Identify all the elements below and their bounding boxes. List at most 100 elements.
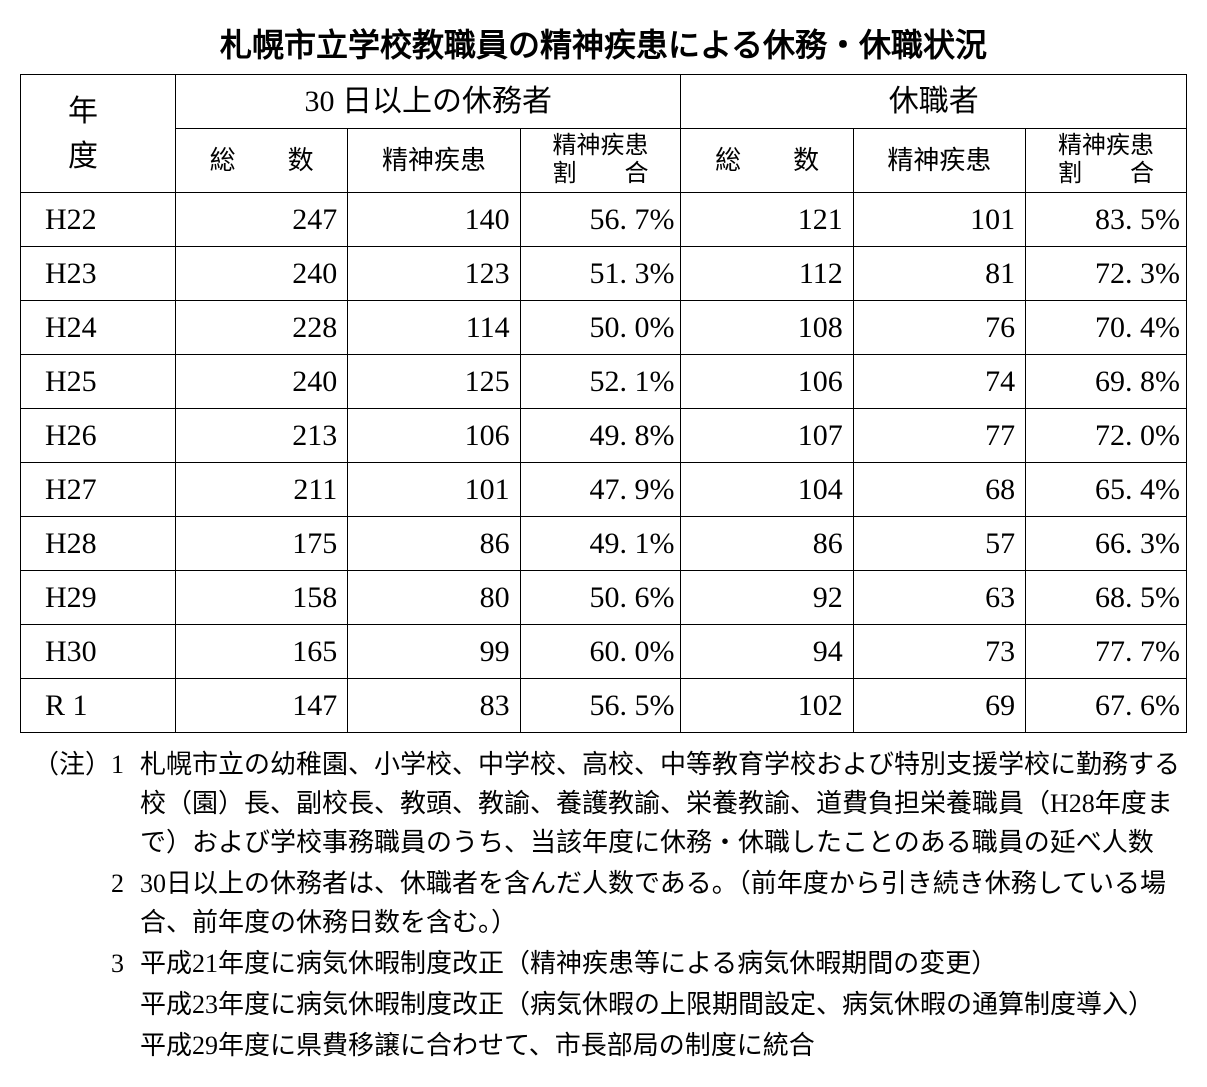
ratio1-cell: 56. 7% xyxy=(520,193,681,247)
ratio2-cell: 68. 5% xyxy=(1026,571,1187,625)
mental2-cell: 77 xyxy=(853,409,1025,463)
total2-cell: 107 xyxy=(681,409,853,463)
note-text: 30日以上の休務者は、休職者を含んだ人数である。（前年度から引き続き休務している… xyxy=(140,864,1187,942)
mental2-cell: 69 xyxy=(853,679,1025,733)
mental1-cell: 80 xyxy=(348,571,520,625)
header-year: 年 度 xyxy=(21,75,176,193)
ratio1-cell: 56. 5% xyxy=(520,679,681,733)
note-label: 2 xyxy=(20,864,140,903)
total2-cell: 94 xyxy=(681,625,853,679)
ratio1-cell: 52. 1% xyxy=(520,355,681,409)
ratio2-cell: 72. 0% xyxy=(1026,409,1187,463)
ratio1-cell: 50. 0% xyxy=(520,301,681,355)
ratio-line1: 精神疾患 xyxy=(553,133,649,159)
ratio-line2b: 割 合 xyxy=(1058,161,1154,187)
total1-cell: 147 xyxy=(176,679,348,733)
header-mental-2: 精神疾患 xyxy=(853,129,1025,193)
ratio-line1b: 精神疾患 xyxy=(1058,133,1154,159)
mental1-cell: 125 xyxy=(348,355,520,409)
note-row: （注）1札幌市立の幼稚園、小学校、中学校、高校、中等教育学校および特別支援学校に… xyxy=(20,745,1187,862)
year-cell: H22 xyxy=(21,193,176,247)
ratio2-cell: 65. 4% xyxy=(1026,463,1187,517)
header-ratio-2: 精神疾患 割 合 xyxy=(1026,129,1187,193)
note-row: 平成29年度に県費移譲に合わせて、市長部局の制度に統合 xyxy=(20,1026,1187,1065)
total1-cell: 240 xyxy=(176,355,348,409)
ratio-line2: 割 合 xyxy=(553,161,649,187)
ratio2-cell: 83. 5% xyxy=(1026,193,1187,247)
mental2-cell: 76 xyxy=(853,301,1025,355)
note-text: 平成29年度に県費移譲に合わせて、市長部局の制度に統合 xyxy=(140,1026,1187,1065)
note-label: （注）1 xyxy=(20,745,140,784)
mental2-cell: 73 xyxy=(853,625,1025,679)
table-row: R 11478356. 5%1026967. 6% xyxy=(21,679,1187,733)
mental1-cell: 101 xyxy=(348,463,520,517)
table-body: H2224714056. 7%12110183. 5%H2324012351. … xyxy=(21,193,1187,733)
note-label: 3 xyxy=(20,944,140,983)
table-row: H281758649. 1%865766. 3% xyxy=(21,517,1187,571)
mental1-cell: 123 xyxy=(348,247,520,301)
year-cell: H25 xyxy=(21,355,176,409)
year-cell: H24 xyxy=(21,301,176,355)
note-text: 札幌市立の幼稚園、小学校、中学校、高校、中等教育学校および特別支援学校に勤務する… xyxy=(140,745,1187,862)
year-cell: H23 xyxy=(21,247,176,301)
year-cell: H26 xyxy=(21,409,176,463)
total1-cell: 240 xyxy=(176,247,348,301)
total2-cell: 121 xyxy=(681,193,853,247)
mental2-cell: 68 xyxy=(853,463,1025,517)
total2-cell: 106 xyxy=(681,355,853,409)
mental1-cell: 140 xyxy=(348,193,520,247)
note-row: 3平成21年度に病気休暇制度改正（精神疾患等による病気休暇期間の変更） xyxy=(20,944,1187,983)
mental2-cell: 74 xyxy=(853,355,1025,409)
note-row: 平成23年度に病気休暇制度改正（病気休暇の上限期間設定、病気休暇の通算制度導入） xyxy=(20,985,1187,1024)
mental1-cell: 106 xyxy=(348,409,520,463)
header-group-30days: 30 日以上の休務者 xyxy=(176,75,681,129)
total1-cell: 175 xyxy=(176,517,348,571)
year-cell: H27 xyxy=(21,463,176,517)
ratio2-cell: 77. 7% xyxy=(1026,625,1187,679)
ratio1-cell: 49. 1% xyxy=(520,517,681,571)
note-text: 平成23年度に病気休暇制度改正（病気休暇の上限期間設定、病気休暇の通算制度導入） xyxy=(140,985,1187,1024)
total2-cell: 104 xyxy=(681,463,853,517)
total2-cell: 112 xyxy=(681,247,853,301)
header-total-1: 総 数 xyxy=(176,129,348,193)
table-row: H2324012351. 3%1128172. 3% xyxy=(21,247,1187,301)
mental2-cell: 57 xyxy=(853,517,1025,571)
total1-cell: 228 xyxy=(176,301,348,355)
total1-cell: 211 xyxy=(176,463,348,517)
table-row: H301659960. 0%947377. 7% xyxy=(21,625,1187,679)
total2-cell: 86 xyxy=(681,517,853,571)
ratio2-cell: 72. 3% xyxy=(1026,247,1187,301)
ratio1-cell: 60. 0% xyxy=(520,625,681,679)
ratio1-cell: 51. 3% xyxy=(520,247,681,301)
total2-cell: 108 xyxy=(681,301,853,355)
header-total-2: 総 数 xyxy=(681,129,853,193)
table-row: H2721110147. 9%1046865. 4% xyxy=(21,463,1187,517)
total1-cell: 247 xyxy=(176,193,348,247)
ratio1-cell: 47. 9% xyxy=(520,463,681,517)
note-text: 平成21年度に病気休暇制度改正（精神疾患等による病気休暇期間の変更） xyxy=(140,944,1187,983)
mental1-cell: 114 xyxy=(348,301,520,355)
mental2-cell: 101 xyxy=(853,193,1025,247)
notes-section: （注）1札幌市立の幼稚園、小学校、中学校、高校、中等教育学校および特別支援学校に… xyxy=(20,745,1187,1065)
year-cell: R 1 xyxy=(21,679,176,733)
year-cell: H28 xyxy=(21,517,176,571)
total1-cell: 158 xyxy=(176,571,348,625)
total1-cell: 213 xyxy=(176,409,348,463)
total2-cell: 102 xyxy=(681,679,853,733)
table-row: H2524012552. 1%1067469. 8% xyxy=(21,355,1187,409)
ratio2-cell: 70. 4% xyxy=(1026,301,1187,355)
mental2-cell: 63 xyxy=(853,571,1025,625)
ratio1-cell: 49. 8% xyxy=(520,409,681,463)
header-group-leave: 休職者 xyxy=(681,75,1187,129)
header-mental-1: 精神疾患 xyxy=(348,129,520,193)
mental1-cell: 83 xyxy=(348,679,520,733)
table-row: H2621310649. 8%1077772. 0% xyxy=(21,409,1187,463)
header-ratio-1: 精神疾患 割 合 xyxy=(520,129,681,193)
total1-cell: 165 xyxy=(176,625,348,679)
total2-cell: 92 xyxy=(681,571,853,625)
table-row: H2422811450. 0%1087670. 4% xyxy=(21,301,1187,355)
ratio2-cell: 66. 3% xyxy=(1026,517,1187,571)
year-cell: H30 xyxy=(21,625,176,679)
ratio1-cell: 50. 6% xyxy=(520,571,681,625)
ratio2-cell: 69. 8% xyxy=(1026,355,1187,409)
